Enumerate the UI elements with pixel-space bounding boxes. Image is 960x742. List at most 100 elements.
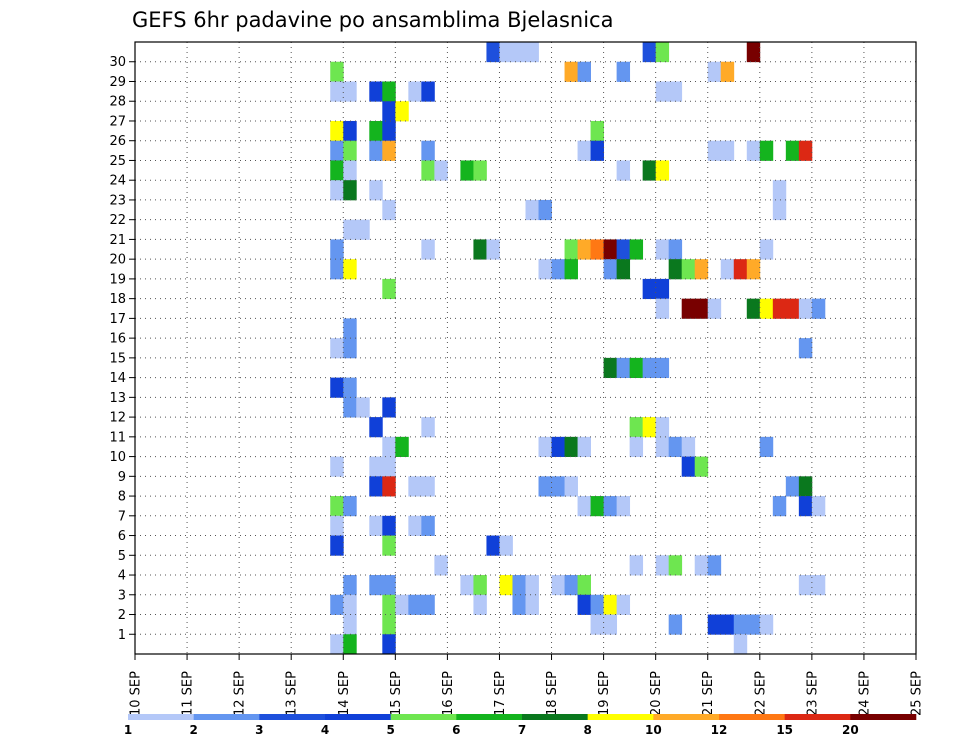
y-tick-label: 7 xyxy=(118,509,126,524)
heatmap-cell xyxy=(603,614,618,635)
heatmap-cell xyxy=(629,436,644,457)
heatmap-cell xyxy=(330,377,344,398)
heatmap-cell xyxy=(369,180,383,201)
heatmap-cell xyxy=(577,140,591,161)
y-tick-label: 15 xyxy=(109,351,126,366)
heatmap-cell xyxy=(330,515,344,536)
heatmap-cell xyxy=(369,120,383,142)
heatmap-cell xyxy=(772,199,787,221)
heatmap-cell xyxy=(616,496,631,517)
legend-swatch xyxy=(325,714,391,720)
heatmap-cell xyxy=(343,496,357,517)
heatmap-cell xyxy=(369,417,383,438)
heatmap-cell xyxy=(538,259,552,280)
x-tick-label: 17 SEP xyxy=(493,671,508,716)
heatmap-cell xyxy=(382,436,396,457)
heatmap-cell xyxy=(590,594,604,615)
heatmap-cell xyxy=(681,298,696,319)
heatmap-cell xyxy=(629,555,644,576)
heatmap-cell xyxy=(642,42,657,63)
heatmap-cell xyxy=(408,515,422,536)
heatmap-cell xyxy=(668,259,683,280)
heatmap-cell xyxy=(759,239,774,260)
heatmap-cell xyxy=(421,417,435,438)
heatmap-cell xyxy=(655,436,670,457)
y-tick-label: 28 xyxy=(109,95,126,110)
heatmap-cell xyxy=(655,42,670,63)
x-tick-label: 14 SEP xyxy=(337,671,352,716)
legend-swatch xyxy=(719,714,785,720)
heatmap-cell xyxy=(746,614,761,635)
heatmap-cell xyxy=(798,575,813,596)
y-tick-label: 17 xyxy=(109,312,126,327)
heatmap-cell xyxy=(759,436,774,457)
heatmap-cell xyxy=(421,239,435,260)
x-tick-label: 20 SEP xyxy=(649,671,664,716)
heatmap-cell xyxy=(707,298,722,319)
heatmap-cell xyxy=(382,594,396,615)
x-tick-label: 13 SEP xyxy=(285,671,300,716)
heatmap-cell xyxy=(382,535,396,556)
heatmap-cell xyxy=(629,417,644,438)
heatmap-cell xyxy=(798,496,813,517)
heatmap-cell xyxy=(720,259,735,280)
heatmap-cell xyxy=(330,634,344,655)
plot-frame xyxy=(134,41,917,655)
heatmap-cell xyxy=(746,259,761,280)
heatmap-cell xyxy=(343,397,357,418)
legend-swatch xyxy=(259,714,326,720)
heatmap-cell xyxy=(330,259,344,280)
y-tick-label: 13 xyxy=(109,391,126,406)
chart-title: GEFS 6hr padavine po ansamblima Bjelasni… xyxy=(132,8,613,32)
heatmap-cell xyxy=(564,476,578,497)
heatmap-cell xyxy=(330,81,344,102)
x-tick-label: 19 SEP xyxy=(597,671,612,716)
heatmap-cell xyxy=(486,535,500,556)
heatmap-cell xyxy=(421,140,435,161)
y-tick-label: 29 xyxy=(109,75,126,90)
heatmap-cell xyxy=(616,259,631,280)
legend-label: 2 xyxy=(189,723,197,737)
heatmap-cell xyxy=(551,476,565,497)
legend-swatch xyxy=(587,714,654,720)
heatmap-cell xyxy=(369,81,383,102)
legend-label: 6 xyxy=(452,723,460,737)
legend-label: 20 xyxy=(842,723,859,737)
heatmap-cell xyxy=(655,357,670,379)
heatmap-cell xyxy=(434,160,448,181)
x-tick-label: 25 SEP xyxy=(910,671,925,716)
heatmap-cell xyxy=(551,436,565,457)
heatmap-cell xyxy=(707,140,722,161)
heatmap-cell xyxy=(720,61,735,82)
heatmap-cell xyxy=(733,634,748,655)
heatmap-cell xyxy=(512,575,526,596)
heatmap-cell xyxy=(486,239,500,260)
x-tick-label: 18 SEP xyxy=(545,671,560,716)
heatmap-cell xyxy=(590,239,604,260)
heatmap-cell xyxy=(551,259,565,280)
heatmap-cell xyxy=(707,555,722,576)
y-tick-label: 10 xyxy=(109,450,126,465)
legend-label: 7 xyxy=(518,723,526,737)
heatmap-cell xyxy=(408,594,422,615)
heatmap-cell xyxy=(330,594,344,615)
legend-swatch xyxy=(784,714,851,720)
heatmap-cell xyxy=(616,61,631,82)
heatmap-cell xyxy=(538,436,552,457)
heatmap-cell xyxy=(577,239,591,260)
color-legend: 1 2 3 4 5 6 7 8 10 12 15 20 xyxy=(124,714,917,737)
heatmap-cell xyxy=(629,239,644,260)
y-tick-label: 24 xyxy=(109,174,126,189)
y-tick-label: 12 xyxy=(109,411,126,426)
heatmap-cell xyxy=(577,496,591,517)
heatmap-cell xyxy=(551,575,565,596)
heatmap-cell xyxy=(499,535,513,556)
heatmap-cell xyxy=(707,614,722,635)
heatmap-cell xyxy=(473,239,487,260)
heatmap-cell xyxy=(525,594,539,615)
x-tick-label: 12 SEP xyxy=(233,671,248,716)
heatmap-cell xyxy=(694,259,709,280)
y-tick-label: 4 xyxy=(118,569,126,584)
y-tick-label: 1 xyxy=(118,628,126,643)
heatmap-cell xyxy=(525,199,539,221)
